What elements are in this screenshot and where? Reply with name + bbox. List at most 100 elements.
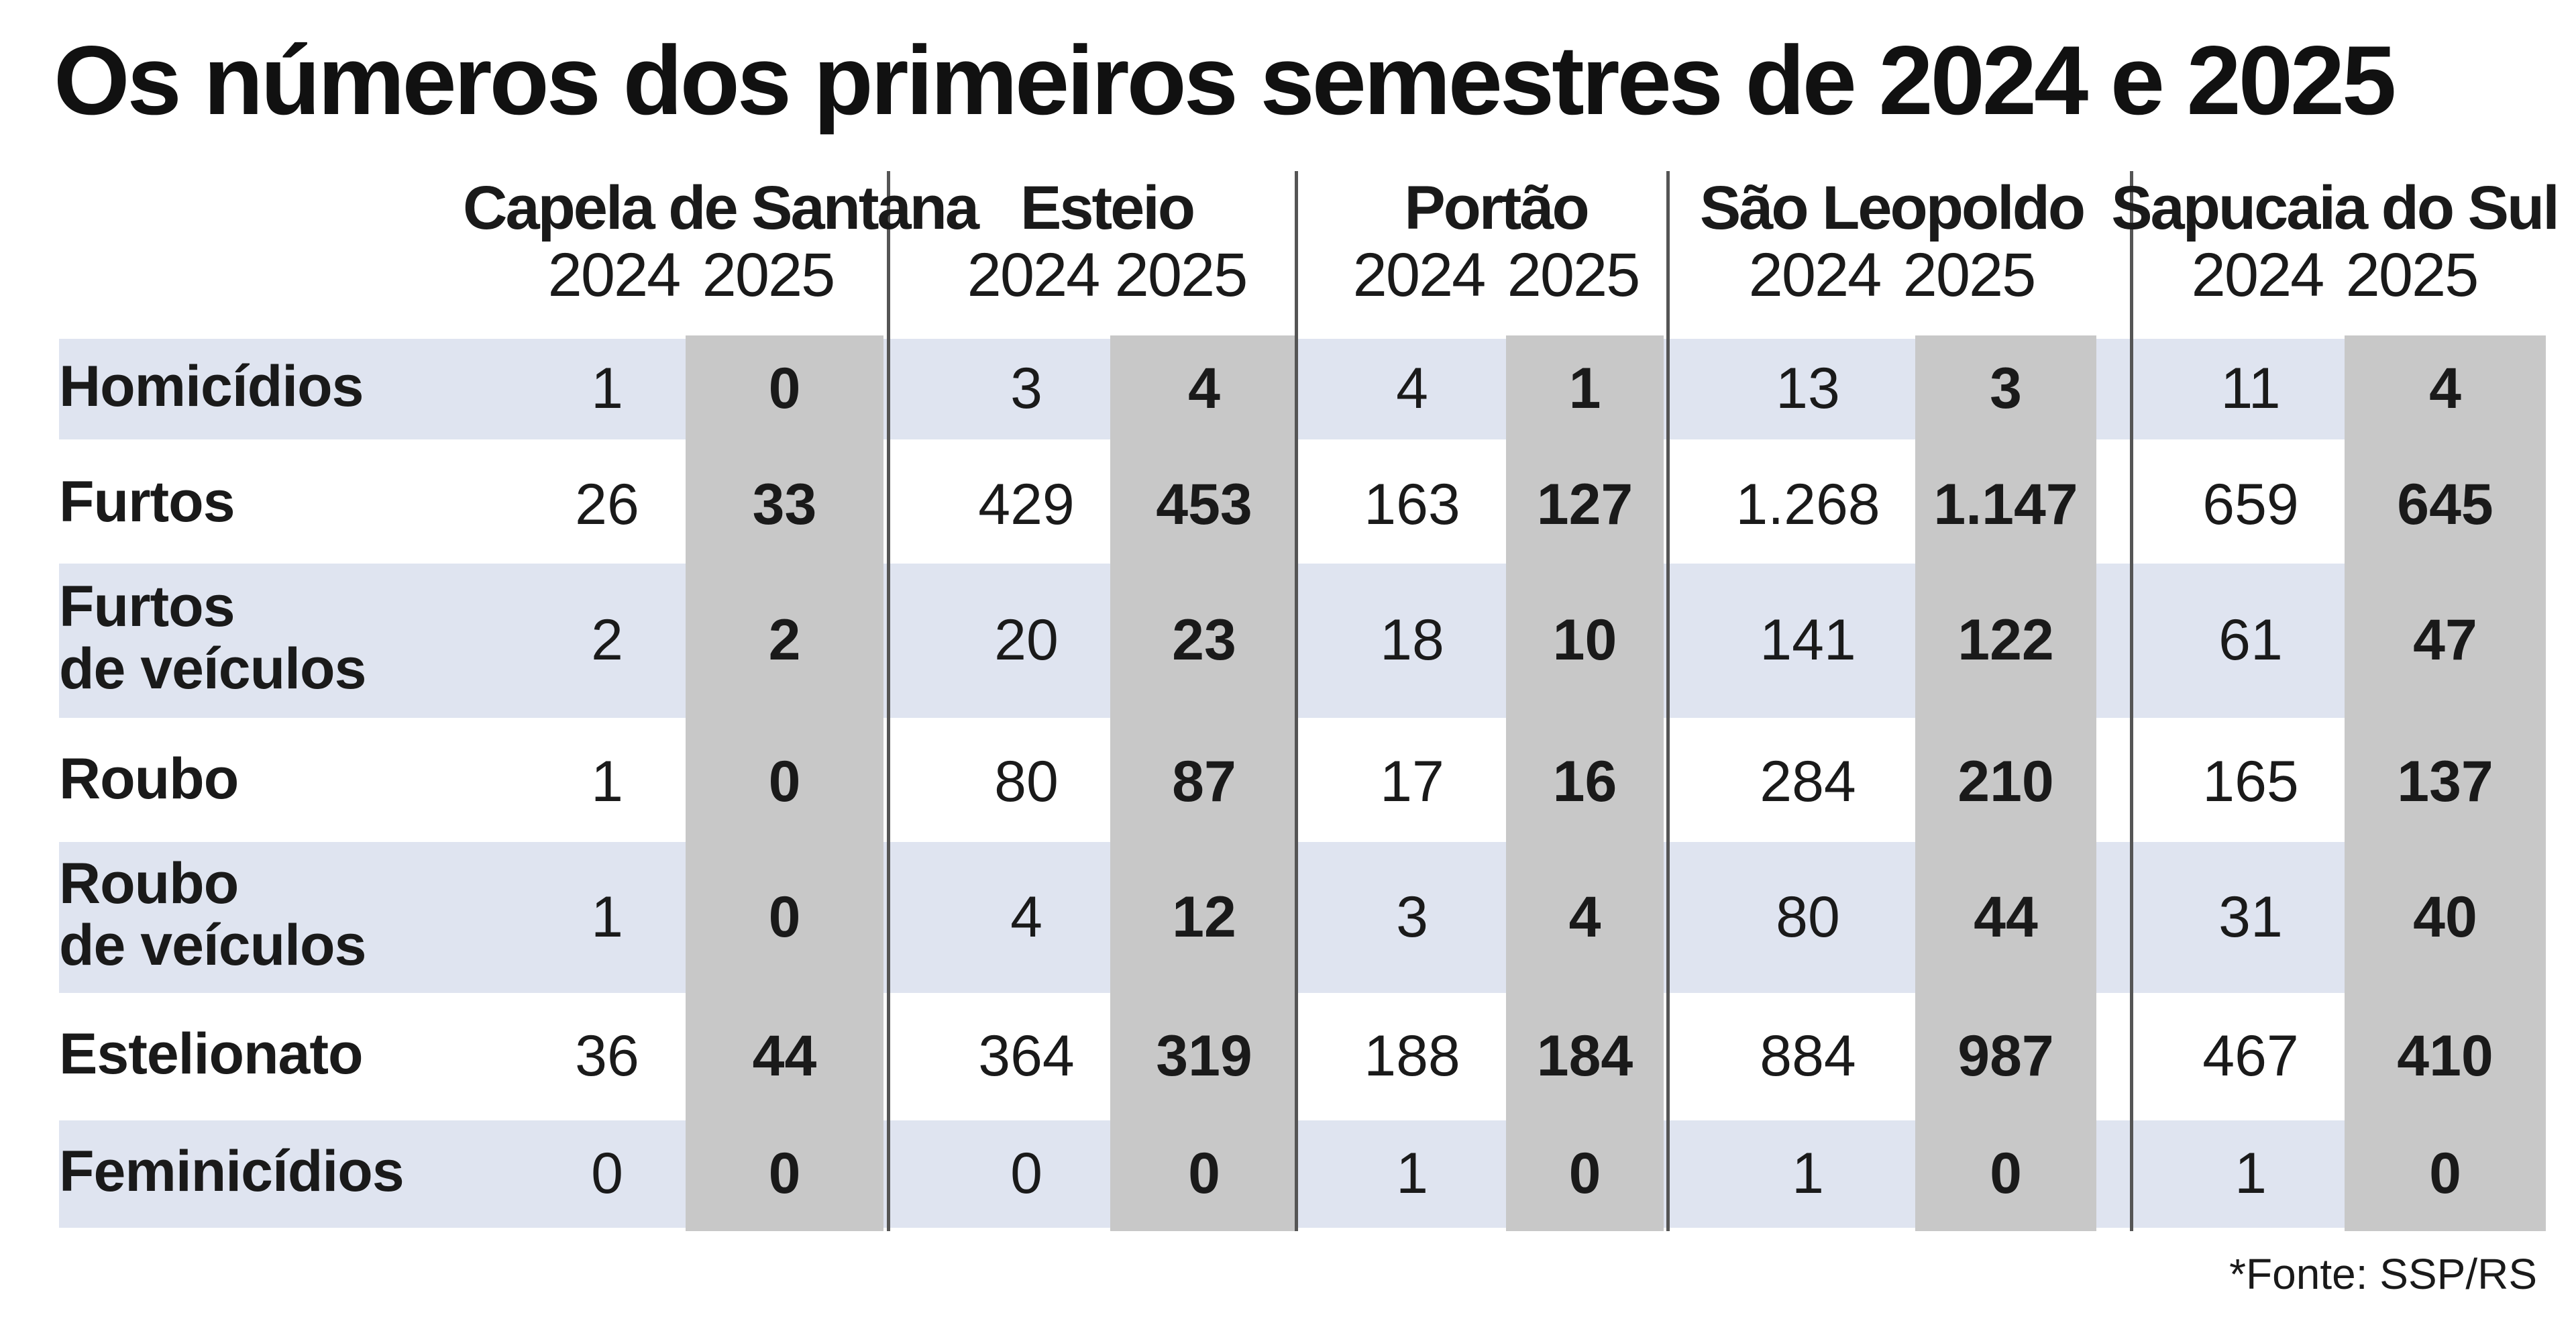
- row-label: Estelionato: [59, 1021, 364, 1086]
- value-2024: 18: [1380, 608, 1444, 672]
- value-2025: 87: [1172, 749, 1236, 814]
- value-2024: 1: [591, 884, 623, 949]
- value-2025: 645: [2397, 472, 2493, 537]
- shaded-2025-column: [2345, 335, 2546, 1231]
- value-2025: 33: [752, 472, 817, 537]
- value-2025: 453: [1156, 472, 1252, 537]
- value-2024: 141: [1760, 608, 1856, 672]
- value-2025: 47: [2413, 608, 2477, 672]
- shaded-2025-column: [1915, 335, 2096, 1231]
- city-header: Capela de Santana: [463, 174, 979, 242]
- value-2024: 2: [591, 608, 623, 672]
- year-header: 2025: [2345, 241, 2479, 309]
- row-band: [59, 564, 2541, 718]
- value-2024: 31: [2218, 884, 2283, 949]
- city-header: São Leopoldo: [1699, 174, 2086, 242]
- value-2024: 11: [2220, 356, 2281, 421]
- value-2025: 44: [752, 1024, 817, 1088]
- value-2024: 188: [1364, 1024, 1460, 1088]
- value-2024: 0: [591, 1141, 623, 1206]
- city-header: Esteio: [1020, 174, 1195, 242]
- value-2025: 0: [1568, 1141, 1601, 1206]
- value-2025: 1.147: [1933, 472, 2078, 537]
- value-2024: 284: [1760, 749, 1856, 814]
- value-2024: 80: [994, 749, 1059, 814]
- value-2025: 4: [1188, 356, 1220, 421]
- value-2024: 163: [1364, 472, 1460, 537]
- value-2025: 410: [2397, 1024, 2493, 1088]
- value-2025: 23: [1172, 608, 1236, 672]
- row-band: [59, 842, 2541, 993]
- value-2025: 40: [2413, 884, 2477, 949]
- value-2024: 61: [2218, 608, 2283, 672]
- value-2024: 165: [2202, 749, 2299, 814]
- value-2025: 1: [1568, 356, 1601, 421]
- value-2025: 0: [2429, 1141, 2461, 1206]
- value-2025: 210: [1957, 749, 2054, 814]
- city-header: Sapucaia do Sul: [2111, 174, 2560, 242]
- value-2024: 13: [1776, 356, 1840, 421]
- value-2025: 0: [768, 749, 801, 814]
- value-2025: 987: [1957, 1024, 2054, 1088]
- row-label: Homicídios: [59, 354, 364, 419]
- column-divider: [1295, 171, 1298, 1231]
- value-2025: 0: [1188, 1141, 1220, 1206]
- value-2025: 0: [768, 356, 801, 421]
- year-header: 2024: [1352, 241, 1487, 309]
- value-2024: 4: [1010, 884, 1042, 949]
- year-header: 2025: [1902, 241, 2037, 309]
- shaded-2025-column: [686, 335, 883, 1231]
- row-label: Roubo: [59, 747, 239, 812]
- row-label: Feminicídios: [59, 1139, 405, 1204]
- value-2025: 3: [1990, 356, 2022, 421]
- value-2025: 44: [1974, 884, 2038, 949]
- value-2024: 36: [575, 1024, 639, 1088]
- source-note: *Fonte: SSP/RS: [2229, 1250, 2537, 1298]
- value-2025: 12: [1172, 884, 1236, 949]
- value-2025: 122: [1957, 608, 2054, 672]
- value-2024: 80: [1776, 884, 1840, 949]
- value-2024: 1: [2235, 1141, 2267, 1206]
- column-divider: [2130, 171, 2133, 1231]
- value-2025: 16: [1552, 749, 1617, 814]
- city-header: Portão: [1404, 174, 1589, 242]
- year-header: 2025: [702, 241, 836, 309]
- year-header: 2024: [2191, 241, 2325, 309]
- value-2025: 137: [2397, 749, 2493, 814]
- value-2025: 0: [768, 1141, 801, 1206]
- value-2024: 1: [1396, 1141, 1428, 1206]
- value-2025: 4: [1568, 884, 1601, 949]
- shaded-2025-column: [1506, 335, 1664, 1231]
- value-2024: 1.268: [1735, 472, 1880, 537]
- year-header: 2024: [1748, 241, 1882, 309]
- value-2024: 17: [1380, 749, 1444, 814]
- value-2025: 0: [768, 884, 801, 949]
- value-2024: 884: [1760, 1024, 1856, 1088]
- value-2024: 26: [575, 472, 639, 537]
- year-header: 2025: [1507, 241, 1641, 309]
- value-2025: 0: [1990, 1141, 2022, 1206]
- value-2024: 659: [2202, 472, 2299, 537]
- column-divider: [1666, 171, 1670, 1231]
- value-2024: 3: [1010, 356, 1042, 421]
- row-label: Roubo de veículos: [59, 851, 366, 978]
- value-2024: 1: [591, 749, 623, 814]
- year-header: 2024: [967, 241, 1101, 309]
- value-2024: 467: [2202, 1024, 2299, 1088]
- year-header: 2025: [1114, 241, 1248, 309]
- value-2024: 429: [978, 472, 1075, 537]
- page-title: Os números dos primeiros semestres de 20…: [54, 25, 2396, 135]
- column-divider: [887, 171, 890, 1231]
- row-band: [59, 339, 2541, 439]
- shaded-2025-column: [1110, 335, 1298, 1231]
- row-band: [59, 1120, 2541, 1228]
- value-2025: 184: [1536, 1024, 1633, 1088]
- value-2024: 364: [978, 1024, 1075, 1088]
- value-2025: 127: [1536, 472, 1633, 537]
- value-2025: 10: [1552, 608, 1617, 672]
- year-header: 2024: [547, 241, 682, 309]
- value-2024: 1: [1792, 1141, 1824, 1206]
- value-2024: 4: [1396, 356, 1428, 421]
- row-label: Furtos: [59, 470, 235, 535]
- value-2024: 0: [1010, 1141, 1042, 1206]
